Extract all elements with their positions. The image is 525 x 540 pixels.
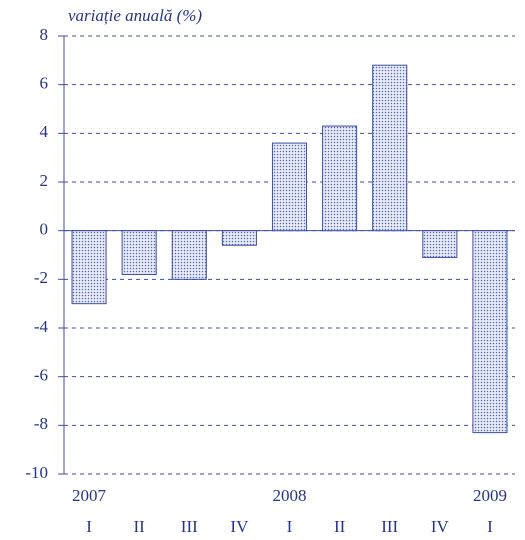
bar	[472, 230, 508, 434]
x-tick-label: III	[181, 517, 198, 536]
group-label: 2008	[273, 486, 307, 505]
bar	[71, 230, 107, 305]
x-tick-label: IV	[431, 517, 450, 536]
y-tick-label: 2	[40, 171, 49, 190]
x-tick-label: I	[86, 517, 92, 536]
bar	[422, 230, 458, 258]
y-axis-title: variație anuală (%)	[68, 6, 202, 25]
group-label: 2007	[72, 486, 107, 505]
bar	[271, 142, 308, 232]
y-tick-label: 6	[40, 74, 49, 93]
y-tick-label: -8	[34, 414, 48, 433]
x-tick-label: II	[334, 517, 346, 536]
y-tick-label: -4	[34, 317, 49, 336]
group-label: 2009	[473, 486, 507, 505]
bar	[372, 64, 408, 232]
y-tick-label: -6	[34, 366, 48, 385]
x-tick-label: I	[287, 517, 293, 536]
bar	[121, 230, 157, 275]
x-tick-label: II	[134, 517, 146, 536]
x-tick-label: IV	[230, 517, 249, 536]
y-tick-label: 0	[40, 220, 49, 239]
y-tick-label: -10	[25, 463, 48, 482]
x-tick-label: III	[381, 517, 398, 536]
y-tick-label: 8	[40, 25, 49, 44]
y-tick-label: 4	[40, 122, 49, 141]
x-tick-label: I	[487, 517, 493, 536]
bar	[322, 125, 358, 232]
bar	[221, 230, 257, 246]
y-tick-label: -2	[34, 268, 48, 287]
bar	[171, 230, 207, 280]
